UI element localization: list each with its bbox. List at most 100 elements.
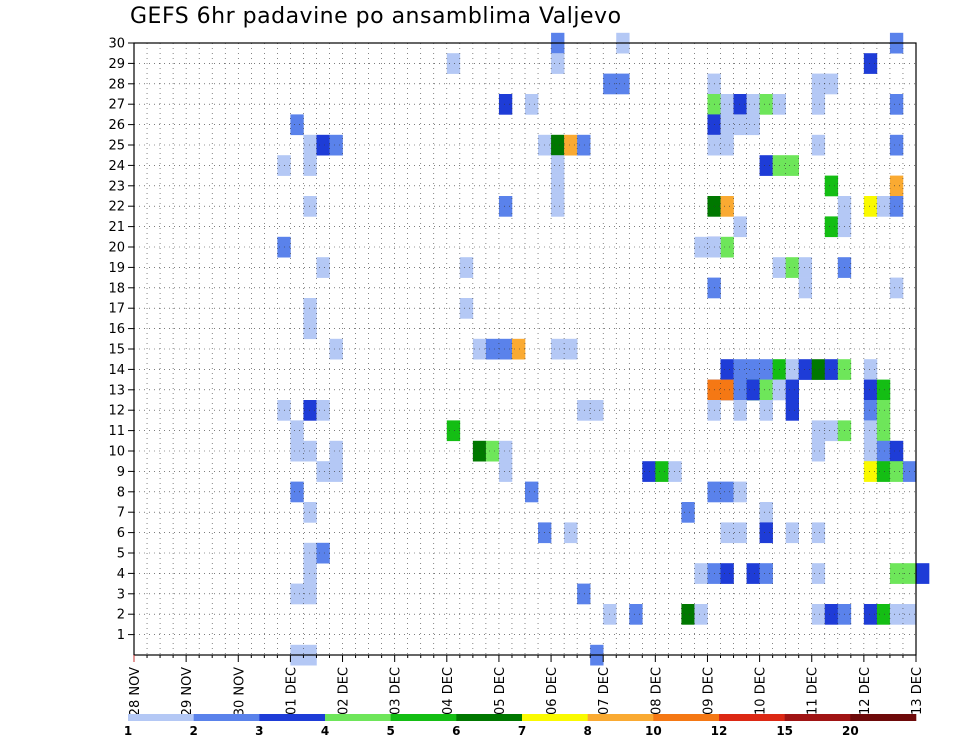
heatmap-cell [876, 604, 891, 625]
x-axis: 28 NOV 29 NOV 30 NOV 01 DEC 02 DEC 03 DEC 04 D… [128, 655, 925, 716]
heatmap-cell [303, 563, 317, 584]
heatmap-cell [577, 400, 591, 421]
heatmap-cell [733, 522, 747, 544]
heatmap-cell [668, 461, 682, 482]
heatmap-cell [889, 196, 904, 217]
heatmap-cell [564, 522, 578, 544]
y-tick-label: 28 [108, 77, 125, 92]
heatmap-cell [720, 94, 734, 115]
y-tick-label: 11 [108, 424, 125, 439]
heatmap-cell [863, 400, 878, 421]
y-tick-label: 16 [108, 322, 125, 337]
heatmap-cell [290, 481, 304, 503]
y-tick-label: 15 [108, 343, 125, 358]
y-tick-label: 14 [108, 363, 125, 378]
heatmap-cell [720, 236, 734, 258]
legend-swatch [522, 714, 588, 721]
y-tick-label: 7 [117, 506, 125, 521]
heatmap-cell [863, 440, 878, 462]
heatmap-cell [785, 379, 799, 401]
heatmap-cell [811, 94, 826, 115]
heatmap-cell [551, 196, 565, 217]
heatmap-cell [824, 359, 839, 380]
heatmap-cell [329, 461, 343, 482]
heatmap-cell [811, 604, 826, 625]
y-tick-label: 25 [108, 139, 125, 154]
heatmap-cell [733, 400, 747, 421]
y-tick-label: 1 [117, 628, 125, 643]
heatmap-cell [876, 379, 891, 401]
heatmap-cell [785, 257, 799, 278]
heatmap-cell [290, 114, 304, 136]
heatmap-cell [863, 461, 878, 482]
heatmap-cell [498, 338, 513, 360]
heatmap-cell [485, 338, 500, 360]
heatmap-cell [811, 522, 826, 544]
heatmap-cell [446, 420, 461, 442]
heatmap-cell [733, 359, 747, 380]
heatmap-cell [759, 522, 773, 544]
heatmap-cell [811, 73, 826, 95]
legend-swatch [456, 714, 523, 721]
x-tick-label: 09 DEC [701, 667, 716, 715]
y-tick-label: 21 [108, 220, 125, 235]
heatmap-cell [525, 481, 539, 503]
heatmap-cell [681, 502, 695, 523]
legend-swatch [587, 714, 654, 721]
legend-label: 1 [124, 724, 132, 738]
legend-swatch [653, 714, 720, 721]
heatmap-cell [746, 359, 760, 380]
heatmap-cell [876, 461, 891, 482]
heatmap-cell [746, 563, 760, 584]
heatmap-cell [290, 440, 304, 462]
heatmap-cell [485, 440, 500, 462]
heatmap-cell [889, 604, 904, 625]
heatmap-cell [916, 563, 930, 584]
heatmap-cell [329, 440, 343, 462]
heatmap-cell [316, 257, 330, 278]
heatmap-cell [681, 604, 695, 625]
heatmap-cell [694, 604, 708, 625]
heatmap-cell [498, 196, 513, 217]
heatmap-cell [811, 134, 826, 156]
grid-layer [133, 42, 917, 655]
heatmap-cell [694, 563, 708, 584]
y-tick-label: 4 [117, 567, 125, 582]
heatmap-cell [759, 502, 773, 523]
x-tick-label: 11 DEC [806, 667, 821, 715]
heatmap-cell [303, 318, 317, 340]
x-tick-label: 10 DEC [754, 667, 769, 715]
legend-label: 5 [386, 724, 394, 738]
heatmap-cell [863, 379, 878, 401]
heatmap-cell [316, 400, 330, 421]
legend-swatch [719, 714, 785, 721]
heatmap-cell [303, 542, 317, 564]
heatmap-cell [303, 196, 317, 217]
heatmap-cell [733, 379, 747, 401]
y-tick-label: 30 [108, 37, 125, 52]
y-tick-label: 3 [117, 587, 125, 602]
x-tick-label: 08 DEC [649, 667, 664, 715]
heatmap-cell [577, 583, 591, 605]
y-axis: 1234567891011121314151617181920212223242… [108, 37, 134, 643]
heatmap-cell [551, 134, 565, 156]
legend-label: 4 [321, 724, 329, 738]
y-tick-label: 12 [108, 404, 125, 419]
y-tick-label: 24 [108, 159, 125, 174]
x-tick-label: 06 DEC [545, 667, 560, 715]
heatmap-cell [889, 461, 904, 482]
heatmap-cell [551, 155, 565, 176]
heatmap-cell [889, 277, 904, 299]
heatmap-cell [824, 175, 839, 197]
y-tick-label: 9 [117, 465, 125, 480]
legend-swatch [325, 714, 391, 721]
heatmap-cell [551, 53, 565, 74]
cells-layer [277, 32, 930, 666]
heatmap-cell [720, 563, 734, 584]
y-tick-label: 22 [108, 200, 125, 215]
color-legend: 1 2 3 4 5 6 7 8 10 12 15 20 [124, 714, 917, 738]
heatmap-cell [876, 420, 891, 442]
heatmap-cell [720, 359, 734, 380]
heatmap-cell [759, 400, 773, 421]
